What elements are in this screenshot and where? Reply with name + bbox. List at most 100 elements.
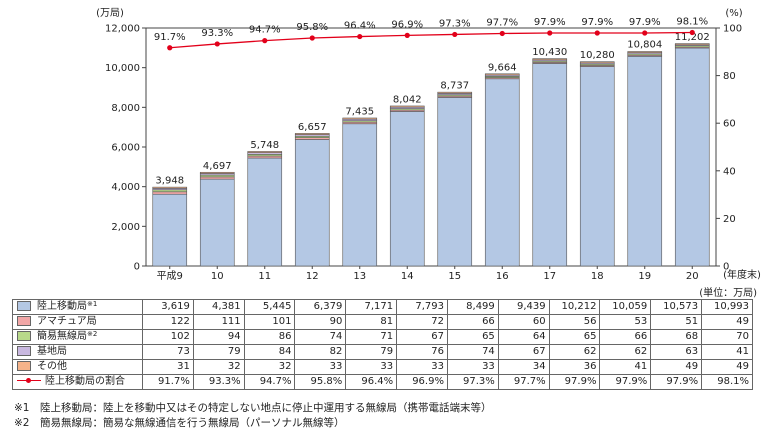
row-label: アマチュア局 <box>12 314 143 330</box>
table-cell: 97.9% <box>650 374 703 390</box>
y-tick-label: 4,000 <box>111 182 140 193</box>
bar-segment <box>674 43 710 46</box>
y-axis-unit: (万局) <box>96 7 124 19</box>
table-cell: 49 <box>701 359 753 375</box>
bar-segment <box>532 63 568 267</box>
table-cell: 41 <box>701 344 753 360</box>
footnote-2: ※2 簡易無線局：簡易な無線通信を行う無線局（パーソナル無線等） <box>14 417 345 429</box>
table-cell: 53 <box>599 314 652 330</box>
table-cell: 33 <box>294 359 347 375</box>
table-cell: 97.3% <box>446 374 499 390</box>
legend-swatch <box>17 361 31 371</box>
table-cell: 65 <box>446 329 499 345</box>
table-cell: 65 <box>548 329 601 345</box>
y2-tick-label: 60 <box>723 119 736 130</box>
bar-segment <box>199 176 235 180</box>
x-tick-label: 平成9 <box>157 270 183 282</box>
table-cell: 74 <box>294 329 347 345</box>
row-label-note: ※2 <box>87 330 98 338</box>
row-label-note: ※1 <box>87 300 98 308</box>
bar-total-label: 3,948 <box>155 176 184 187</box>
table-cell: 64 <box>497 329 550 345</box>
ratio-point <box>499 30 505 37</box>
table-cell: 5,445 <box>243 299 296 315</box>
ratio-label: 95.8% <box>296 22 328 33</box>
x-axis-unit: (年度末) <box>723 268 761 281</box>
table-cell: 91.7% <box>142 374 194 390</box>
ratio-label: 97.3% <box>439 18 471 29</box>
table-cell: 34 <box>497 359 550 375</box>
bar-segment <box>484 78 520 267</box>
table-cell: 72 <box>396 314 448 330</box>
x-tick-label: 20 <box>686 271 699 282</box>
legend-swatch <box>17 316 31 326</box>
table-cell: 9,439 <box>497 299 550 315</box>
legend-swatch <box>17 346 31 356</box>
ratio-point <box>452 31 458 38</box>
bar-segment <box>627 51 663 53</box>
ratio-label: 93.3% <box>201 28 233 39</box>
table-cell: 95.8% <box>294 374 347 390</box>
bar-segment <box>579 66 615 267</box>
table-cell: 90 <box>294 314 347 330</box>
legend-swatch <box>17 331 31 341</box>
table-cell: 10,573 <box>650 299 703 315</box>
table-cell: 33 <box>345 359 398 375</box>
bar-segment <box>247 151 283 153</box>
table-cell: 74 <box>446 344 499 360</box>
bar-total-label: 11,202 <box>675 32 710 43</box>
table-cell: 49 <box>650 359 703 375</box>
y2-tick-label: 100 <box>723 24 742 35</box>
table-cell: 84 <box>243 344 296 360</box>
bar-total-label: 5,748 <box>250 140 279 151</box>
bar-segment <box>247 155 283 159</box>
y2-tick-label: 40 <box>723 166 736 177</box>
row-label: 簡易無線局※2 <box>12 329 143 345</box>
bar-segment <box>294 139 330 267</box>
table-cell: 97.7% <box>497 374 550 390</box>
x-tick-label: 13 <box>353 271 366 282</box>
bar-total-label: 7,435 <box>345 107 374 118</box>
table-cell: 94.7% <box>243 374 296 390</box>
ratio-label: 94.7% <box>249 25 281 36</box>
bar-segment <box>389 111 425 267</box>
table-cell: 98.1% <box>701 374 753 390</box>
table-cell: 32 <box>243 359 296 375</box>
bar-segment <box>199 171 235 174</box>
y-tick-label: 12,000 <box>105 24 140 35</box>
bar-segment <box>152 191 188 195</box>
row-label: その他 <box>12 359 143 375</box>
table-cell: 111 <box>192 314 245 330</box>
ratio-point <box>357 33 363 40</box>
ratio-label: 97.9% <box>581 17 613 28</box>
table-cell: 79 <box>345 344 398 360</box>
table-cell: 7,793 <box>396 299 448 315</box>
table-cell: 94 <box>192 329 245 345</box>
table-cell: 66 <box>599 329 652 345</box>
bar-segment <box>437 97 473 267</box>
table-row: 陸上移動局の割合 91.7% 93.3% 94.7% 95.8% 96.4% 96.9% 97… <box>12 374 753 390</box>
ratio-point <box>594 30 600 36</box>
bar-segment <box>437 91 473 94</box>
table-cell: 67 <box>497 344 550 360</box>
table-cell: 102 <box>142 329 194 345</box>
table-row: その他 31 32 32 33 33 33 33 34 36 41 49 49 <box>12 359 753 375</box>
table-cell: 60 <box>497 314 550 330</box>
table-row: アマチュア局 122 111 101 90 81 72 66 60 56 53 51 49 <box>12 314 753 330</box>
bar-total-label: 10,430 <box>532 47 567 58</box>
table-row: 基地局 73 79 84 82 79 76 74 67 62 62 63 41 <box>12 344 753 360</box>
bar-segment <box>152 189 188 193</box>
chart-area: 0 2,000 4,000 6,000 8,000 10,000 12,000 0 20 40 60… <box>96 7 761 299</box>
table-cell: 41 <box>599 359 652 375</box>
table-cell: 101 <box>243 314 296 330</box>
table-cell: 10,059 <box>599 299 652 315</box>
table-unit-note: (単位：万局) <box>699 286 757 299</box>
bar-total-label: 8,737 <box>440 81 469 92</box>
table-cell: 97.9% <box>599 374 652 390</box>
bar-segment <box>389 105 425 108</box>
ratio-point <box>547 30 553 36</box>
data-table-container: 陸上移動局※1 3,619 4,381 5,445 6,379 7,171 7,793 8,4… <box>12 299 753 390</box>
bar-segment <box>674 47 710 267</box>
y-tick-label: 8,000 <box>111 103 140 114</box>
row-label: 基地局 <box>12 344 143 360</box>
